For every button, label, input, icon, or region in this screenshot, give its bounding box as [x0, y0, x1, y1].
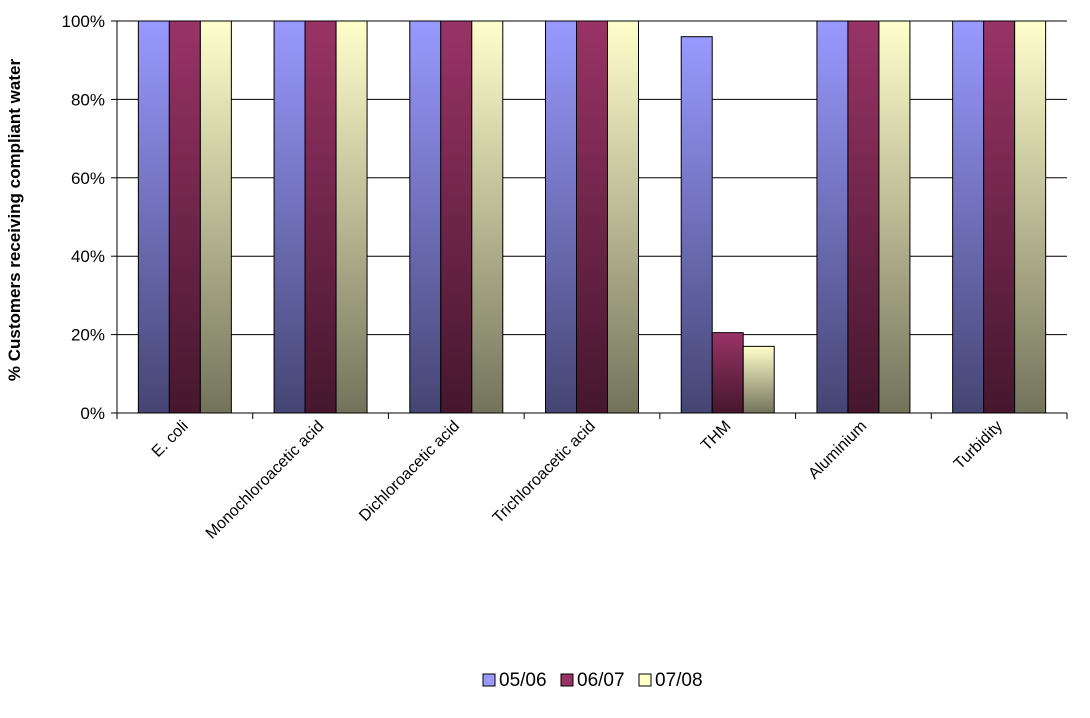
bar-05-06-6: [952, 20, 985, 414]
bar-06-07-3: [576, 20, 608, 414]
bar-06-07-1: [304, 20, 337, 414]
bar-06-07-0: [168, 20, 201, 414]
legend: 05/06 06/07 07/08: [482, 670, 703, 691]
bar-07-08-6: [1014, 20, 1047, 414]
y-tick-label: 60%: [71, 169, 105, 188]
bar-05-06-4: [680, 36, 713, 414]
bar-07-08-0: [199, 20, 232, 414]
category-label: Monochloroacetic acid: [203, 418, 328, 543]
bar-05-06-2: [409, 20, 442, 414]
bar-07-08-3: [607, 20, 639, 414]
bar-05-06-3: [545, 20, 577, 414]
bar-05-06-1: [273, 20, 306, 414]
y-tick-label: 40%: [71, 247, 105, 266]
bars: [137, 20, 1047, 414]
y-axis-label: % Customers receiving compliant water: [5, 59, 24, 382]
legend-label: 06/07: [577, 670, 625, 691]
category-label: Dichloroacetic acid: [356, 418, 463, 525]
category-label: Turbidity: [951, 418, 1006, 473]
bar-06-07-2: [440, 20, 473, 414]
axes: [111, 20, 1068, 419]
legend-swatch: [560, 673, 574, 687]
legend-label: 05/06: [499, 670, 547, 691]
y-tick-labels: 0% 20% 40% 60% 80% 100%: [62, 12, 105, 423]
category-label: Trichloroacetic acid: [490, 418, 599, 527]
y-tick-label: 20%: [71, 326, 105, 345]
legend-label: 07/08: [655, 670, 703, 691]
category-label: THM: [698, 418, 735, 455]
y-tick-label: 80%: [71, 90, 105, 109]
bar-07-08-4: [742, 345, 775, 414]
bar-07-08-1: [335, 20, 368, 414]
bar-07-08-2: [471, 20, 504, 414]
bar-05-06-0: [137, 20, 170, 414]
legend-swatch: [638, 673, 652, 687]
bar-06-07-5: [847, 20, 880, 414]
y-tick-label: 0%: [80, 404, 105, 423]
category-label: Aluminium: [805, 418, 870, 483]
bar-05-06-5: [816, 20, 849, 414]
x-tick-labels: E. coli Monochloroacetic acid Dichloroacet…: [149, 418, 1006, 543]
y-tick-label: 100%: [62, 12, 105, 31]
legend-swatch: [482, 673, 496, 687]
bar-06-07-4: [711, 332, 744, 414]
bar-06-07-6: [983, 20, 1016, 414]
bar-07-08-5: [878, 20, 911, 414]
category-label: E. coli: [149, 418, 192, 461]
